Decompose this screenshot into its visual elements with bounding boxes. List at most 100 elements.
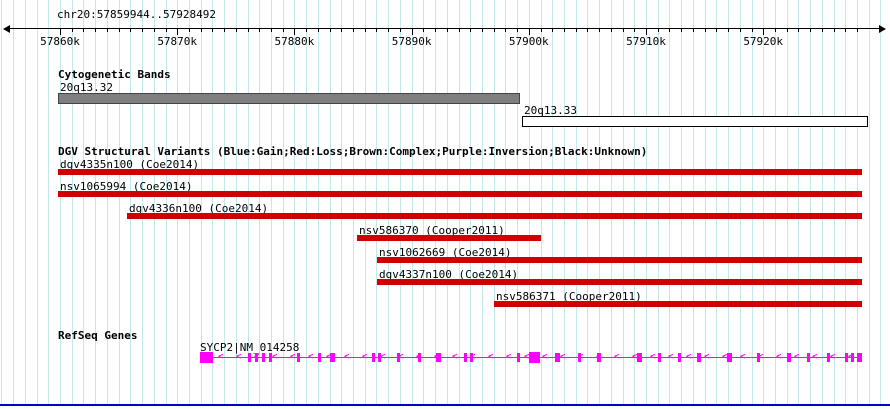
grid-line (622, 0, 624, 404)
ruler-tick (259, 29, 261, 32)
gene-exon[interactable] (418, 353, 421, 362)
gene-exon[interactable] (678, 353, 681, 362)
grid-line (165, 0, 167, 404)
ruler-tick (329, 29, 331, 32)
ruler-tick (294, 29, 296, 35)
gene-exon[interactable] (529, 352, 540, 363)
gene-exon[interactable] (464, 353, 467, 362)
gene-exon[interactable] (807, 353, 810, 362)
grid-line (763, 0, 765, 404)
variant-bar[interactable] (127, 213, 862, 219)
variant-label: dgv4335n100 (Coe2014) (60, 158, 200, 171)
grid-line (774, 0, 776, 404)
gene-exon[interactable] (637, 353, 642, 362)
ruler-tick (599, 29, 601, 32)
grid-line (341, 0, 343, 404)
intron-arrow: < (326, 352, 332, 362)
grid-line (142, 0, 143, 404)
gene-exon[interactable] (330, 353, 335, 362)
grid-line (517, 0, 519, 404)
gene-exon[interactable] (845, 353, 848, 362)
variant-bar[interactable] (494, 301, 862, 307)
gene-exon[interactable] (269, 353, 272, 362)
intron-arrow: < (362, 352, 368, 362)
grid-line (821, 0, 823, 404)
gene-exon[interactable] (658, 353, 661, 362)
grid-line (798, 0, 800, 404)
intron-arrow: < (560, 352, 566, 362)
gene-exon[interactable] (827, 353, 830, 362)
gene-exon[interactable] (200, 352, 213, 363)
gene-exon[interactable] (597, 353, 601, 362)
grid-line (833, 0, 835, 404)
grid-line (728, 0, 729, 404)
variant-label: nsv1065994 (Coe2014) (60, 180, 193, 193)
intron-arrow: < (218, 352, 224, 362)
ruler-tick (857, 29, 858, 32)
grid-line (177, 0, 179, 404)
grid-line (259, 0, 261, 404)
ruler-line (10, 28, 879, 29)
gene-exon[interactable] (255, 353, 258, 362)
grid-line (411, 0, 413, 404)
ruler-tick (728, 29, 729, 32)
grid-line (810, 0, 812, 404)
variant-label: nsv586371 (Cooper2011) (496, 290, 642, 303)
variant-bar[interactable] (58, 169, 862, 175)
ruler-tick (458, 29, 460, 32)
pan-left-arrow[interactable] (3, 25, 10, 33)
gene-exon[interactable] (555, 353, 560, 362)
ruler-tick (845, 29, 847, 32)
gene-exon[interactable] (248, 353, 251, 362)
gene-exon[interactable] (697, 353, 701, 362)
gene-exon[interactable] (470, 353, 473, 362)
gene-exon[interactable] (727, 353, 732, 362)
ruler-tick (564, 29, 565, 32)
gene-exon[interactable] (378, 353, 381, 362)
gene-exon[interactable] (436, 353, 441, 362)
ruler-tick (669, 29, 671, 32)
grid-line (423, 0, 425, 404)
cytoband-bar[interactable] (522, 116, 868, 127)
gene-exon[interactable] (787, 353, 791, 362)
pan-right-arrow[interactable] (879, 25, 886, 33)
variant-bar[interactable] (377, 257, 862, 263)
cytoband-label: 20q13.32 (60, 81, 113, 94)
ruler-tick (751, 29, 753, 32)
grid-line (95, 0, 97, 404)
gene-exon[interactable] (757, 353, 760, 362)
variant-bar[interactable] (357, 235, 541, 241)
intron-arrow: < (524, 352, 530, 362)
grid-line (564, 0, 565, 404)
intron-arrow: < (776, 352, 782, 362)
ruler-tick (235, 29, 237, 32)
ruler-tick (622, 29, 624, 32)
ruler-tick (528, 29, 530, 35)
gene-exon[interactable] (297, 353, 300, 362)
variant-label: nsv1062669 (Coe2014) (379, 246, 512, 259)
gene-exon[interactable] (578, 353, 581, 362)
ruler-tick (118, 29, 120, 32)
grid-line (48, 0, 50, 404)
gene-exon[interactable] (517, 353, 520, 362)
intron-arrow: < (830, 352, 836, 362)
intron-arrow: < (650, 352, 656, 362)
gene-exon[interactable] (372, 353, 375, 362)
variant-bar[interactable] (58, 191, 862, 197)
ruler-tick (399, 29, 401, 32)
gene-exon[interactable] (397, 353, 400, 362)
grid-line (224, 0, 226, 404)
intron-arrow: < (452, 352, 458, 362)
variant-bar[interactable] (377, 279, 862, 285)
cytoband-bar[interactable] (58, 93, 520, 104)
gene-exon[interactable] (857, 353, 862, 362)
gene-exon[interactable] (262, 353, 265, 362)
grid-line (118, 0, 120, 404)
panel-bottom-border (0, 404, 890, 406)
gene-exon[interactable] (318, 353, 321, 362)
intron-arrow: < (614, 352, 620, 362)
intron-arrow: < (668, 352, 674, 362)
gene-exon[interactable] (851, 353, 854, 362)
grid-line (306, 0, 308, 404)
ruler-tick-label: 57860k (40, 35, 80, 48)
